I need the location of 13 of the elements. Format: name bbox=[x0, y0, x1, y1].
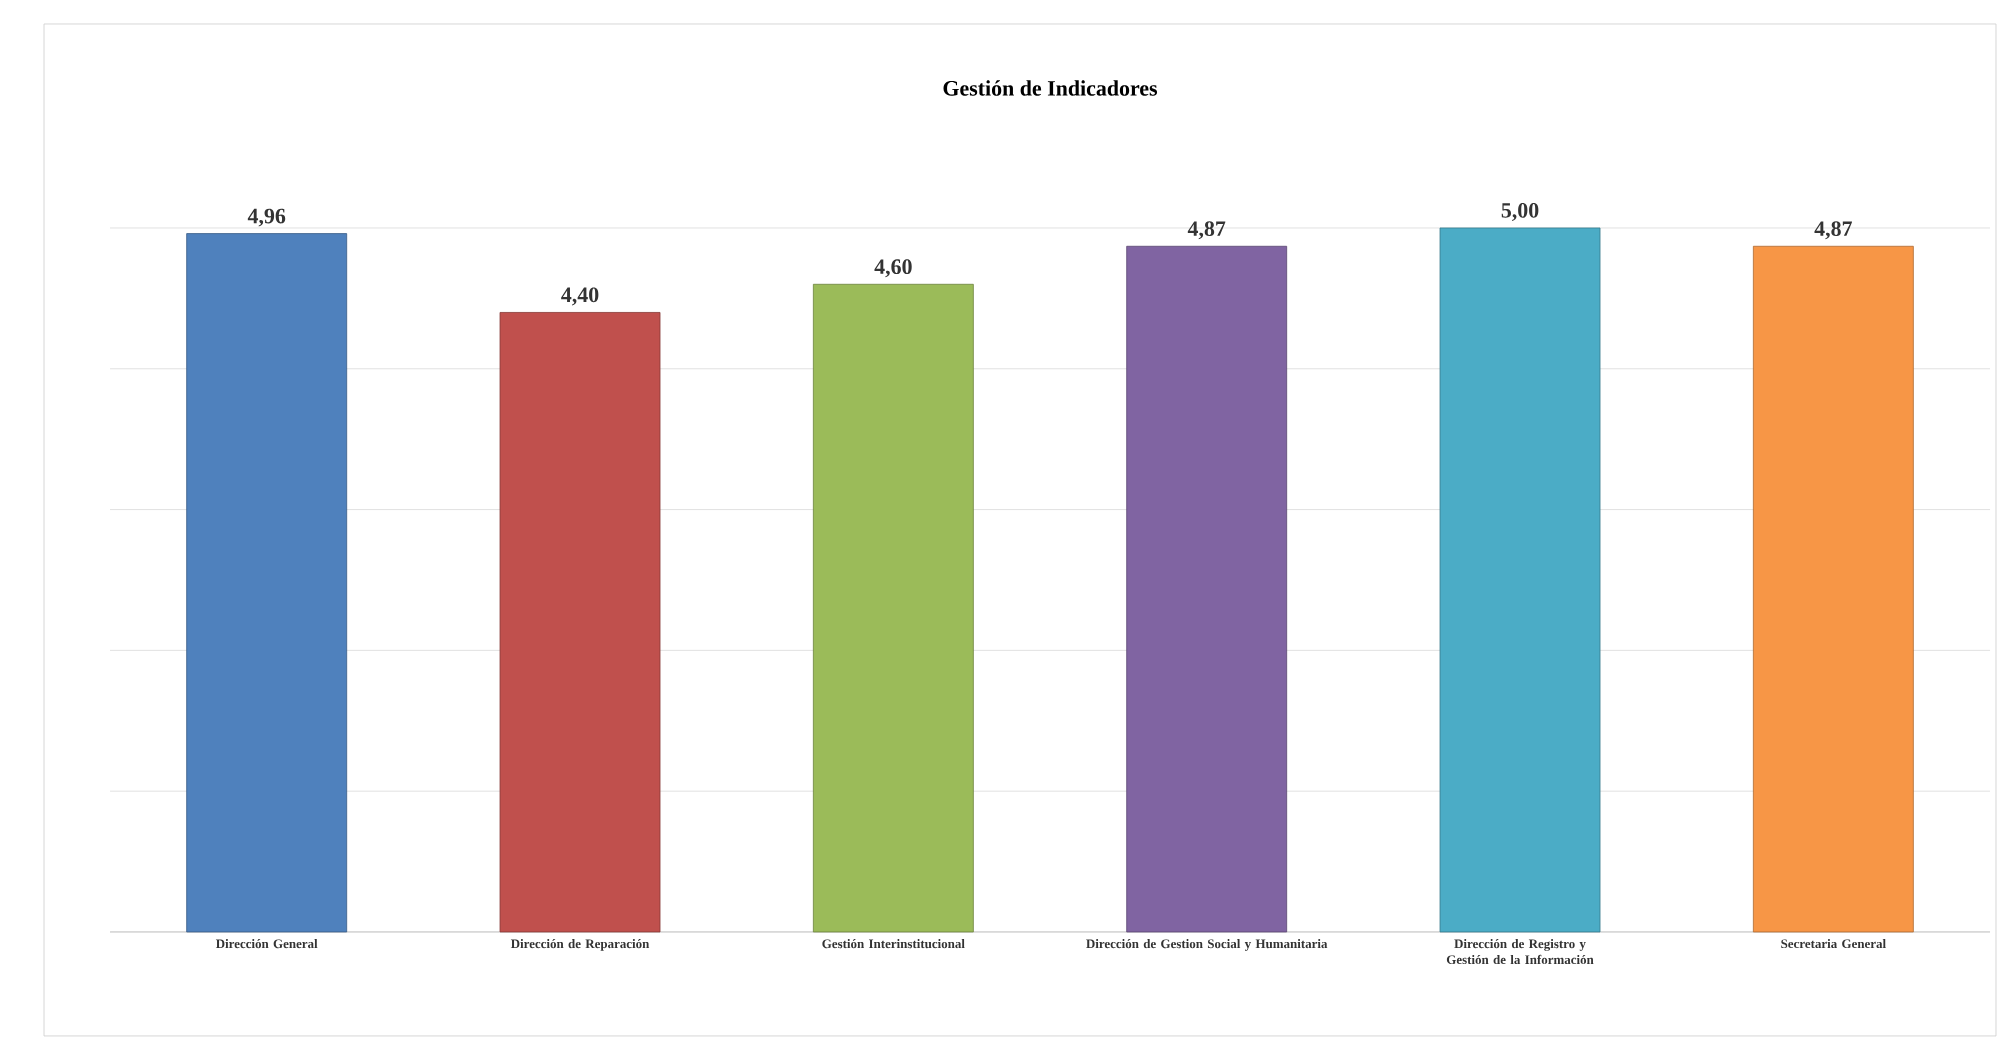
data-label: 4,87 bbox=[1187, 221, 1226, 240]
bar bbox=[186, 233, 348, 933]
bar bbox=[1126, 245, 1288, 933]
data-label: 5,00 bbox=[1501, 202, 1539, 221]
data-label: 4,60 bbox=[874, 259, 912, 278]
data-label: 4,40 bbox=[561, 287, 599, 306]
bar bbox=[1439, 227, 1601, 933]
bar bbox=[499, 312, 661, 933]
bar bbox=[1752, 245, 1914, 933]
chart-title: Gestión de Indicadores bbox=[943, 80, 1158, 96]
data-label: 4,96 bbox=[247, 208, 286, 227]
data-label: 4,87 bbox=[1814, 221, 1852, 240]
bar bbox=[812, 283, 974, 933]
